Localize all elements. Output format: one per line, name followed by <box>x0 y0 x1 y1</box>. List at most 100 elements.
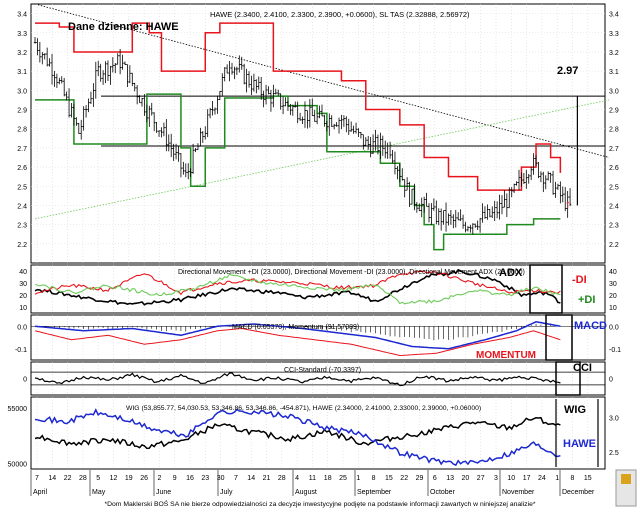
price-y-tick-left: 3.3 <box>17 31 27 38</box>
price-y-tick-left: 3.1 <box>17 69 27 76</box>
price-y-tick-left: 2.7 <box>17 146 27 153</box>
x-tick-label: 19 <box>125 475 133 482</box>
price-annotation: 2.97 <box>557 65 578 77</box>
wig-label: WIG <box>564 404 586 416</box>
dmi-y-tick-left: 20 <box>19 293 27 300</box>
x-tick-label: 18 <box>324 475 332 482</box>
cci-panel-title: CCI-Standard (-70.3397) <box>284 367 361 374</box>
x-tick-label: 15 <box>385 475 393 482</box>
macd-panel <box>31 314 605 361</box>
cci-y-tick-right: 0 <box>609 377 613 384</box>
price-y-tick-right: 2.9 <box>609 108 619 115</box>
x-tick-label: 14 <box>247 475 255 482</box>
wig-line <box>34 416 561 450</box>
wig-panel <box>34 399 599 467</box>
price-y-tick-right: 2.8 <box>609 127 619 134</box>
hawe-line <box>34 408 561 467</box>
x-tick-label: 10 <box>507 475 515 482</box>
price-panel <box>33 3 610 251</box>
price-y-tick-right: 2.7 <box>609 146 619 153</box>
price-y-tick-right: 3.1 <box>609 69 619 76</box>
price-y-tick-left: 2.4 <box>17 203 27 210</box>
x-tick-label: 27 <box>477 475 485 482</box>
x-tick-label: 28 <box>278 475 286 482</box>
cci-label: CCI <box>573 362 592 374</box>
dmi-y-tick-right: 20 <box>609 293 617 300</box>
cci-panel-frame <box>30 361 606 396</box>
month-label: September <box>357 489 392 496</box>
month-label: April <box>33 489 47 496</box>
price-y-tick-left: 2.8 <box>17 127 27 134</box>
cci-highlight-box <box>555 361 581 396</box>
month-label: December <box>562 489 595 496</box>
x-tick-label: 8 <box>571 475 575 482</box>
x-tick-label: 14 <box>48 475 56 482</box>
price-y-tick-left: 3.0 <box>17 88 27 95</box>
x-tick-label: 6 <box>433 475 437 482</box>
macd-y-tick-left: -0.1 <box>15 347 27 354</box>
price-y-tick-left: 2.5 <box>17 184 27 191</box>
price-y-tick-right: 2.6 <box>609 165 619 172</box>
price-y-tick-right: 3.0 <box>609 88 619 95</box>
month-label: August <box>295 489 317 496</box>
x-tick-label: 28 <box>79 475 87 482</box>
price-y-tick-right: 2.4 <box>609 203 619 210</box>
x-tick-label: 2 <box>157 475 161 482</box>
logo-mark-icon <box>621 474 631 484</box>
x-tick-label: 16 <box>186 475 194 482</box>
month-label: June <box>156 489 171 496</box>
footer-disclaimer: *Dom Maklerski BOŚ SA nie bierze odpowie… <box>104 499 535 508</box>
x-tick-label: 15 <box>584 475 592 482</box>
x-tick-label: 4 <box>295 475 299 482</box>
x-tick-label: 17 <box>523 475 531 482</box>
x-tick-label: 22 <box>400 475 408 482</box>
x-tick-label: 11 <box>309 475 316 482</box>
price-y-tick-left: 2.2 <box>17 242 27 249</box>
price-y-tick-right: 3.2 <box>609 50 619 57</box>
month-label: July <box>220 489 233 496</box>
plus-di-label: +DI <box>578 294 595 306</box>
price-y-tick-right: 3.3 <box>609 31 619 38</box>
dmi-y-tick-right: 40 <box>609 269 617 276</box>
dmi-y-tick-right: 10 <box>609 305 617 312</box>
price-y-tick-left: 3.2 <box>17 50 27 57</box>
macd-panel-title: MACD (0.05370), Momentum (91.57089) <box>232 324 359 331</box>
price-panel-label: Dane dzienne: HAWE <box>68 21 179 33</box>
price-y-tick-left: 2.9 <box>17 108 27 115</box>
x-tick-label: 29 <box>416 475 424 482</box>
x-tick-label: 30 <box>217 475 225 482</box>
price-y-tick-left: 3.4 <box>17 12 27 19</box>
x-tick-label: 1 <box>555 475 559 482</box>
x-tick-label: 1 <box>356 475 360 482</box>
momentum-label: MOMENTUM <box>476 350 536 361</box>
wig-y-tick-right: 2.5 <box>609 450 619 457</box>
price-y-tick-right: 3.4 <box>609 12 619 19</box>
cci-panel <box>31 361 605 396</box>
x-tick-label: 5 <box>96 475 100 482</box>
wig-y-tick-right: 3.0 <box>609 416 619 423</box>
x-tick-label: 8 <box>372 475 376 482</box>
up-arrow-icon: ↑ <box>565 197 571 211</box>
macd-highlight-box <box>545 314 573 361</box>
price-panel-title: HAWE (2.3400, 2.4100, 2.3300, 2.3900, +0… <box>210 10 470 19</box>
x-tick-label: 12 <box>110 475 118 482</box>
macd-y-tick-right: -0.1 <box>609 347 621 354</box>
price-y-tick-left: 2.6 <box>17 165 27 172</box>
adx-line <box>34 268 561 306</box>
price-y-tick-left: 2.3 <box>17 223 27 230</box>
hawe-label: HAWE <box>563 438 596 450</box>
dmi-panel-title: Directional Movement +DI (23.0000), Dire… <box>178 269 525 276</box>
month-label: October <box>430 489 456 496</box>
x-tick-label: 20 <box>462 475 470 482</box>
axis-layer: 7 14 22 28 5 12 19 26 2 9 16 23 30 7 14 21 28 4 11 18 25 1 8 15… <box>8 12 621 496</box>
x-tick-label: 13 <box>446 475 454 482</box>
month-label: May <box>92 489 106 496</box>
macd-panel-frame <box>30 314 606 361</box>
dmi-y-tick-left: 40 <box>19 269 27 276</box>
dmi-y-tick-left: 30 <box>19 281 27 288</box>
x-tick-label: 26 <box>140 475 148 482</box>
grid-layer <box>31 4 605 469</box>
x-tick-label: 9 <box>173 475 177 482</box>
-di-line <box>34 273 561 305</box>
